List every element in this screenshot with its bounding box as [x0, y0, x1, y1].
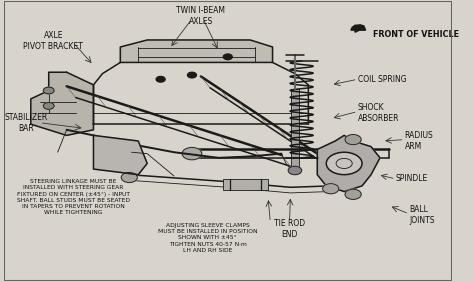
Circle shape [345, 135, 361, 145]
Circle shape [345, 189, 361, 199]
Text: RADIUS
ARM: RADIUS ARM [405, 131, 433, 151]
Text: ADJUSTING SLEEVE CLAMPS
MUST BE INSTALLED IN POSITION
SHOWN WITH ±45°
TIGHTEN NU: ADJUSTING SLEEVE CLAMPS MUST BE INSTALLE… [158, 223, 257, 253]
Text: STABILIZER
BAR: STABILIZER BAR [5, 113, 48, 133]
Circle shape [121, 172, 137, 182]
Circle shape [43, 103, 54, 109]
Text: TIE ROD
END: TIE ROD END [274, 219, 305, 239]
FancyBboxPatch shape [223, 179, 268, 190]
Circle shape [223, 54, 232, 60]
Circle shape [188, 72, 196, 78]
Text: TWIN I-BEAM
AXLES: TWIN I-BEAM AXLES [176, 6, 226, 26]
Text: SPINDLE: SPINDLE [396, 174, 428, 183]
Polygon shape [317, 135, 380, 191]
Text: AXLE
PIVOT BRACKET: AXLE PIVOT BRACKET [23, 31, 83, 51]
Polygon shape [351, 25, 365, 30]
Text: STEERING LINKAGE MUST BE
INSTALLED WITH STEERING GEAR
FIXTURED ON CENTER (±45°) : STEERING LINKAGE MUST BE INSTALLED WITH … [17, 179, 130, 215]
Circle shape [182, 147, 202, 160]
Circle shape [288, 166, 301, 175]
Text: BALL
JOINTS: BALL JOINTS [409, 205, 435, 225]
Circle shape [326, 152, 362, 175]
Polygon shape [93, 135, 147, 175]
Text: SHOCK
ABSORBER: SHOCK ABSORBER [357, 103, 399, 123]
Circle shape [43, 87, 54, 94]
Circle shape [156, 76, 165, 82]
Text: FRONT OF VEHICLE: FRONT OF VEHICLE [373, 30, 459, 39]
FancyBboxPatch shape [291, 89, 299, 173]
Polygon shape [120, 40, 273, 62]
Polygon shape [31, 72, 93, 135]
Text: COIL SPRING: COIL SPRING [357, 75, 406, 84]
Circle shape [323, 184, 339, 194]
